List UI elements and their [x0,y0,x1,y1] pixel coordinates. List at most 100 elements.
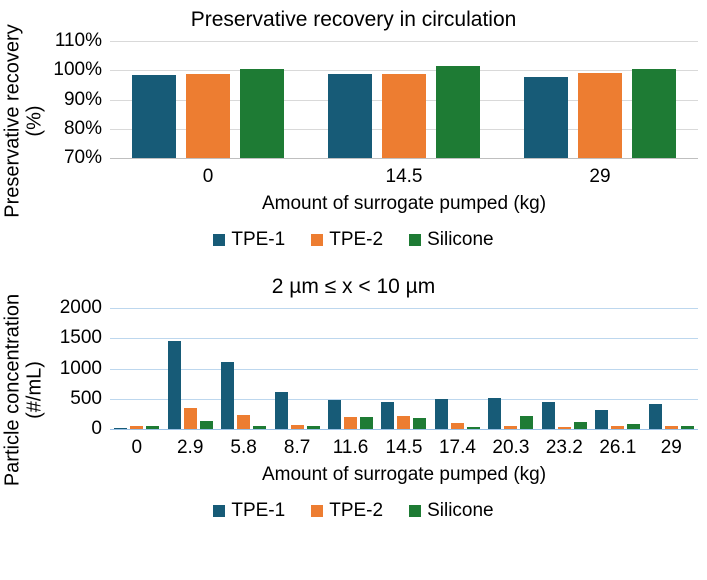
plot-area [110,41,698,160]
legend-label: Silicone [427,500,494,522]
bar-tpe-2 [611,426,625,430]
y-tick-label: 90% [63,88,102,110]
bar-tpe-2 [290,424,304,430]
bar-silicone [436,65,480,159]
y-tick-label: 70% [63,147,102,169]
legend-label: TPE-2 [329,500,384,522]
bar-tpe-2 [186,74,230,159]
bar-group [270,308,323,430]
y-tick-labels: 0 500 1000 1500 2000 [48,297,110,439]
bar-tpe-2 [344,417,358,430]
x-axis-title: Amount of surrogate pumped (kg) [261,464,547,486]
x-tick-label: 5.8 [230,437,257,459]
bar-group [591,308,644,430]
bar-silicone [253,425,267,430]
bar-silicone [240,69,284,159]
bar-silicone [466,427,480,430]
x-axis-title: Amount of surrogate pumped (kg) [261,193,547,215]
bar-tpe-1 [328,400,342,430]
x-tick-label: 0 [131,437,143,459]
x-tick-label: 17.4 [438,437,476,459]
y-tick-label: 1000 [59,357,102,379]
y-tick-label: 500 [70,387,102,409]
legend: TPE-1 TPE-2 Silicone [0,500,707,522]
legend-label: TPE-1 [231,229,286,251]
x-tick-label: 8.7 [283,437,311,459]
y-axis-title-unit: (%) [24,105,46,137]
legend-swatch-icon [409,234,422,247]
y-axis-title-text: Preservative recovery [1,24,24,218]
x-tick-label: 14.5 [385,437,423,459]
bar-tpe-1 [132,75,176,159]
legend-swatch-icon [213,234,226,247]
bar-silicone [632,68,676,159]
x-tick-label: 0 [202,166,214,188]
chart-title: 2 µm ≤ x < 10 µm [271,275,436,299]
bar-tpe-2 [397,415,411,430]
legend-swatch-icon [213,505,226,518]
legend-item-tpe-1: TPE-1 [213,500,285,522]
legend-item-silicone: Silicone [409,229,494,251]
bar-tpe-1 [434,398,448,430]
bar-group [324,308,377,430]
chart-preservative-recovery: Preservative recovery in circulation Pre… [0,8,707,251]
bar-tpe-2 [557,427,571,430]
y-axis-title: Preservative recovery (%) [0,24,48,217]
x-tick-label: 14.5 [385,166,423,188]
legend-swatch-icon [311,505,324,518]
bar-tpe-1 [595,410,609,430]
bar-tpe-1 [381,401,395,430]
bar-tpe-1 [114,427,128,430]
bar-silicone [573,422,587,430]
bar-tpe-1 [328,73,372,159]
x-tick-label: 23.2 [545,437,583,459]
bar-tpe-2 [183,408,197,430]
y-tick-label: 110% [54,30,102,52]
legend-label: TPE-1 [231,500,286,522]
bar-tpe-1 [648,404,662,430]
bar-tpe-1 [167,340,181,430]
bar-silicone [146,426,160,430]
bar-group [163,308,216,430]
x-tick-label: 2.9 [176,437,204,459]
bar-tpe-1 [274,392,288,430]
x-tick-label: 29 [660,437,682,459]
y-axis-title: Particle concentration (#/mL) [0,294,48,486]
bar-tpe-2 [664,426,678,430]
bar-group [431,308,484,430]
bar-tpe-2 [130,426,144,430]
y-tick-label: 2000 [59,297,102,319]
x-tick-label: 20.3 [492,437,530,459]
bar-silicone [520,415,534,430]
legend-item-tpe-2: TPE-2 [311,229,383,251]
bar-tpe-2 [578,73,622,159]
chart-body: Preservative recovery (%) 70% 80% 90% 100% 1… [0,24,707,218]
y-axis-title-text: Particle concentration [1,293,24,487]
bar-group [377,308,430,430]
y-tick-label: 80% [63,117,102,139]
bar-tpe-2 [237,415,251,430]
legend-label: Silicone [427,229,494,251]
bar-silicone [199,421,213,430]
bar-silicone [360,417,374,430]
bar-group [306,41,502,159]
x-tick-labels: 0 14.5 29 [110,166,698,188]
chart-particle-concentration: 2 µm ≤ x < 10 µm Particle concentration … [0,275,707,522]
bar-group [110,308,163,430]
bar-tpe-1 [221,362,235,430]
chart-body: Particle concentration (#/mL) 0 500 1000 15… [0,294,707,486]
legend: TPE-1 TPE-2 Silicone [0,229,707,251]
bar-group [110,41,306,159]
bar-group [538,308,591,430]
bar-group [502,41,698,159]
bar-tpe-1 [541,401,555,430]
plot-column: 0 14.5 29 Amount of surrogate pumped (kg) [110,41,698,215]
y-tick-label: 100% [53,59,102,81]
y-tick-label: 0 [91,418,102,440]
legend-swatch-icon [409,505,422,518]
bar-tpe-2 [450,423,464,430]
bar-group [484,308,537,430]
bar-group [217,308,270,430]
bar-silicone [627,424,641,430]
